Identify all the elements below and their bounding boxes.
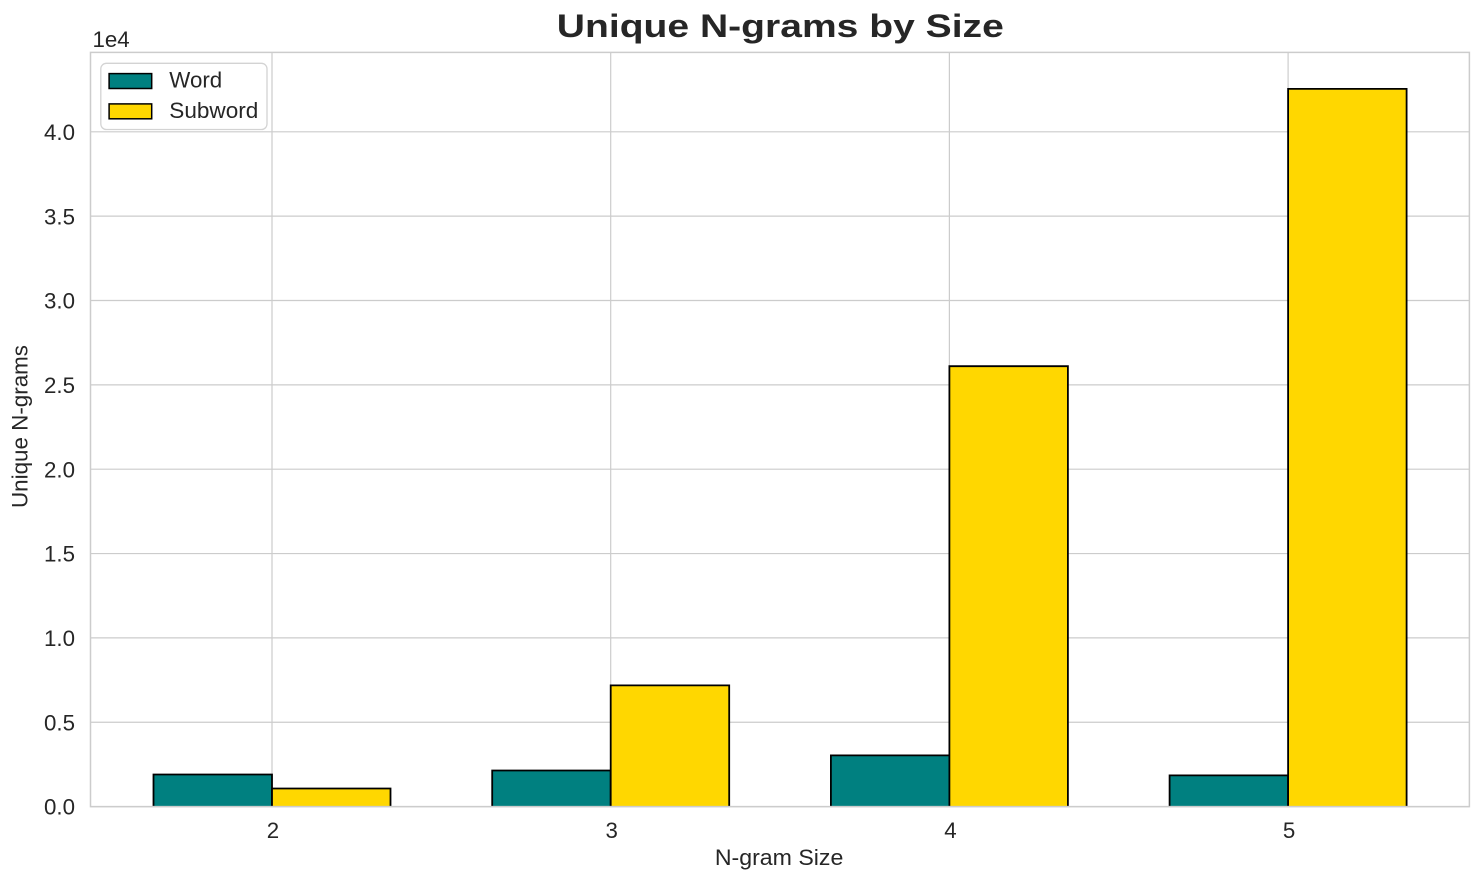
svg-text:5: 5 — [1283, 818, 1295, 843]
svg-text:Unique N-grams by Size: Unique N-grams by Size — [557, 7, 1004, 44]
svg-text:3: 3 — [605, 818, 617, 843]
svg-text:3.5: 3.5 — [44, 204, 75, 229]
svg-text:1.5: 1.5 — [44, 542, 75, 567]
svg-text:3.0: 3.0 — [44, 289, 75, 314]
svg-text:2.0: 2.0 — [44, 457, 75, 482]
svg-text:2: 2 — [267, 818, 279, 843]
svg-text:Unique N-grams: Unique N-grams — [8, 345, 33, 508]
svg-text:4.0: 4.0 — [44, 120, 75, 145]
svg-text:0.5: 0.5 — [44, 710, 75, 735]
svg-text:1e4: 1e4 — [93, 27, 130, 52]
svg-text:0.0: 0.0 — [44, 795, 75, 820]
svg-text:Word: Word — [169, 68, 222, 93]
svg-text:2.5: 2.5 — [44, 373, 75, 398]
svg-text:Subword: Subword — [169, 98, 258, 123]
svg-text:4: 4 — [944, 818, 956, 843]
svg-text:1.0: 1.0 — [44, 626, 75, 651]
svg-text:N-gram Size: N-gram Size — [715, 845, 844, 870]
